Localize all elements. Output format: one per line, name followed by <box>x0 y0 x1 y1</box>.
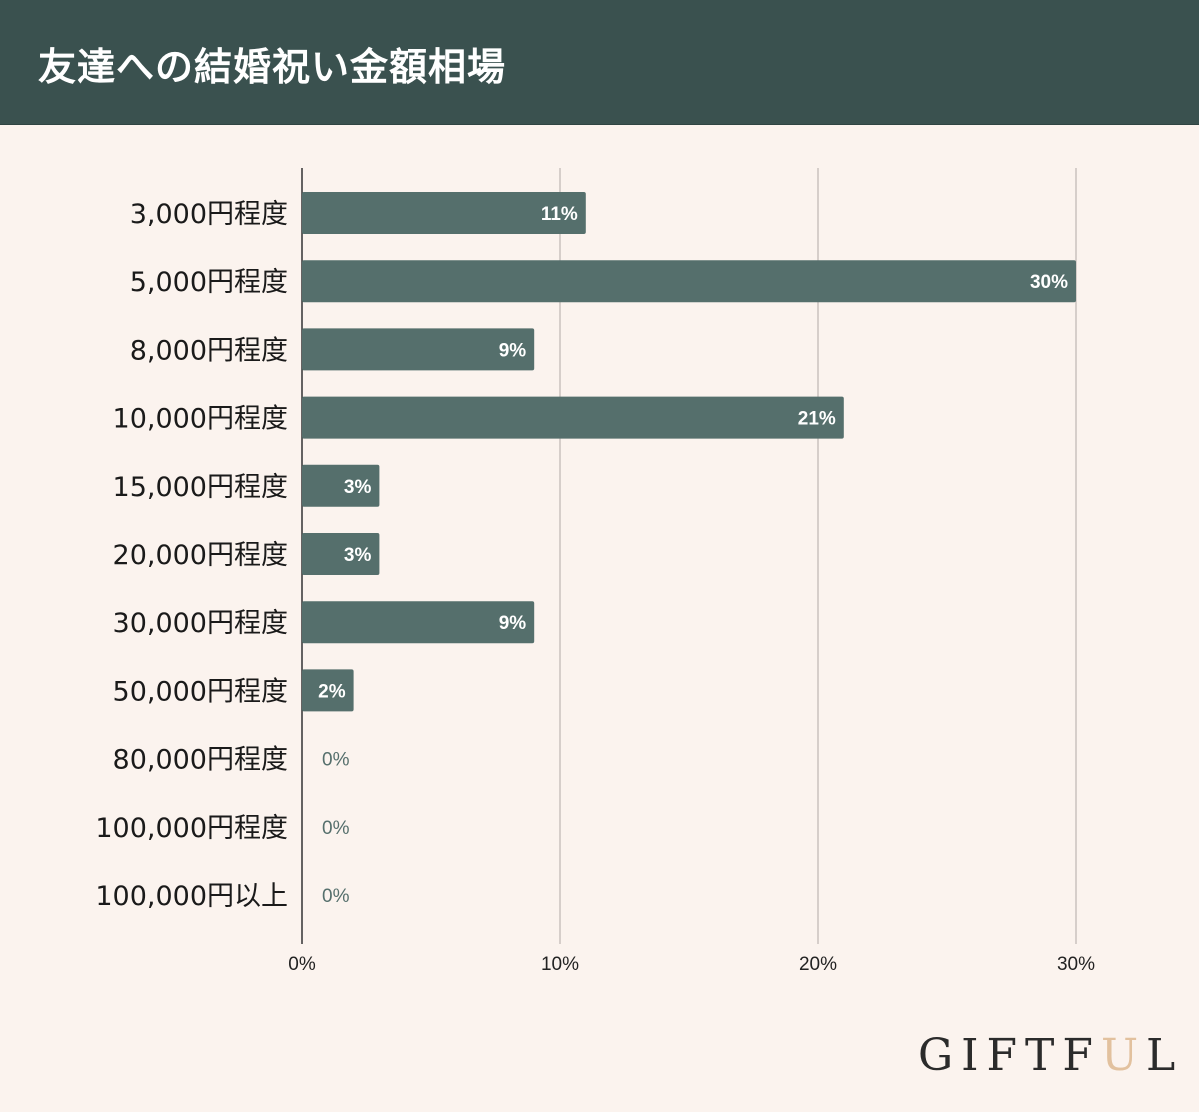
header-bar: 友達への結婚祝い金額相場 <box>0 0 1199 125</box>
category-label: 3,000円程度 <box>130 199 288 230</box>
data-label: 21% <box>798 409 836 430</box>
bar <box>302 260 1076 303</box>
category-label: 30,000円程度 <box>113 608 288 639</box>
bar <box>302 533 380 575</box>
category-label: 5,000円程度 <box>130 267 288 298</box>
data-label: 3% <box>344 545 372 566</box>
category-label: 20,000円程度 <box>113 540 288 571</box>
category-label: 100,000円以上 <box>95 881 288 912</box>
x-tick-label: 10% <box>541 954 579 975</box>
data-label: 2% <box>318 681 346 702</box>
bar <box>302 669 354 712</box>
data-label: 0% <box>322 818 350 839</box>
bar <box>302 328 535 371</box>
category-label: 8,000円程度 <box>130 335 288 366</box>
bar-chart: 0% 10% 20% 30% 3,000円程度 11% 5,000円程度 30% 8,000円程… <box>95 168 1095 975</box>
bar <box>302 192 586 234</box>
data-label: 3% <box>344 477 372 498</box>
x-tick-label: 30% <box>1057 954 1095 975</box>
data-label: 9% <box>499 613 527 634</box>
bar <box>302 601 535 644</box>
page-title: 友達への結婚祝い金額相場 <box>38 45 507 89</box>
category-label: 50,000円程度 <box>113 676 288 707</box>
bar <box>302 396 844 439</box>
category-label: 80,000円程度 <box>113 745 288 776</box>
x-tick-label: 0% <box>288 954 316 975</box>
category-label: 10,000円程度 <box>113 404 288 435</box>
data-label: 0% <box>322 750 350 771</box>
category-label: 15,000円程度 <box>113 472 288 503</box>
data-label: 11% <box>541 204 578 225</box>
category-label: 100,000円程度 <box>95 813 288 844</box>
bar <box>302 464 380 507</box>
data-label: 9% <box>499 340 527 361</box>
data-label: 0% <box>322 886 350 907</box>
giftful-logo: GIFTFUL <box>918 1030 1184 1081</box>
data-label: 30% <box>1030 272 1068 293</box>
x-tick-label: 20% <box>799 954 837 975</box>
